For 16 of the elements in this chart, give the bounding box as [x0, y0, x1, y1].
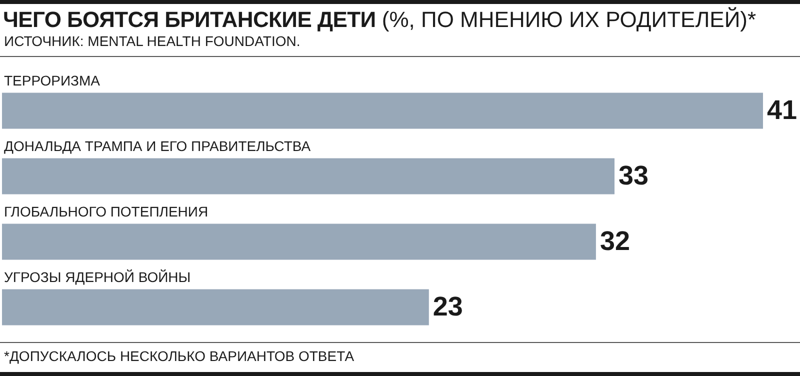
- bar: [2, 158, 615, 194]
- data-label: 41: [767, 95, 798, 126]
- data-label: 32: [600, 226, 630, 256]
- data-label: 33: [618, 160, 649, 191]
- y-tick-label: ГЛОБАЛЬНОГО ПОТЕПЛЕНИЯ: [4, 204, 208, 220]
- chart-title: ЧЕГО БОЯТСЯ БРИТАНСКИЕ ДЕТИ: [3, 7, 376, 32]
- y-tick-label: УГРОЗЫ ЯДЕРНОЙ ВОЙНЫ: [4, 269, 191, 286]
- data-label: 23: [432, 292, 463, 322]
- bar: [2, 224, 596, 260]
- bar: [2, 289, 429, 326]
- chart-subtitle: (%, ПО МНЕНИЮ ИХ РОДИТЕЛЕЙ)*: [382, 7, 756, 32]
- bar: [2, 92, 763, 129]
- text: *ДОПУСКАЛОСЬ НЕСКОЛЬКО ВАРИАНТОВ ОТВЕТА: [4, 348, 354, 364]
- text: ИСТОЧНИК: MENTAL HEALTH FOUNDATION.: [4, 33, 300, 49]
- y-tick-label: ДОНАЛЬДА ТРАМПА И ЕГО ПРАВИТЕЛЬСТВА: [4, 138, 312, 154]
- y-tick-label: ТЕРРОРИЗМА: [4, 72, 101, 89]
